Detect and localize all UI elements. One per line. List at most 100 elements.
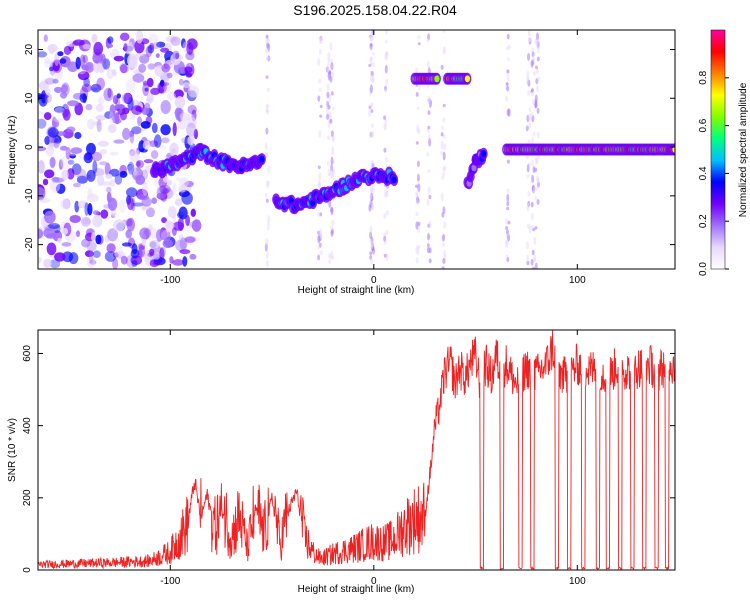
- streak-dot: [319, 114, 323, 118]
- noise-blob: [95, 114, 106, 121]
- streak-dot: [428, 194, 432, 200]
- noise-blob: [84, 202, 89, 216]
- streak-dot: [417, 42, 421, 46]
- colorbar-tick-label: 0.6: [698, 118, 709, 132]
- noise-blob: [98, 96, 104, 106]
- noise-blob: [44, 136, 50, 145]
- noise-blob: [167, 92, 177, 101]
- streak-dot: [534, 262, 538, 269]
- noise-blob: [149, 248, 155, 257]
- noise-blob: [187, 135, 195, 146]
- noise-blob: [160, 100, 171, 114]
- figure-title: S196.2025.158.04.22.R04: [293, 2, 457, 18]
- colorbar-ticks: 0.0 0.2 0.4 0.6 0.8: [698, 70, 729, 276]
- streak-dot: [531, 56, 535, 62]
- streak-dot: [330, 228, 334, 235]
- noise-blob: [132, 202, 144, 207]
- streak-dot: [417, 160, 420, 168]
- streak-dot: [329, 75, 333, 83]
- streak-dot: [370, 240, 374, 250]
- noise-blob: [136, 160, 141, 167]
- noise-blob: [38, 228, 44, 239]
- streak-dot: [532, 131, 536, 137]
- noise-blob: [148, 33, 159, 44]
- y-tick-label: 10: [24, 92, 35, 104]
- noise-blob: [54, 252, 66, 262]
- streak-dot: [441, 125, 445, 130]
- streak-dot: [441, 212, 445, 218]
- streak-dot: [328, 199, 332, 208]
- colorbar-tick-label: 0.2: [698, 214, 709, 228]
- snr-y-tick-label: 400: [22, 417, 33, 434]
- noise-blob: [38, 146, 47, 152]
- streak-dot: [265, 198, 269, 203]
- noise-blob: [174, 198, 183, 207]
- streak-dot: [440, 140, 444, 150]
- noise-blob: [43, 258, 52, 268]
- snr-frame: [37, 329, 676, 571]
- streak-dot: [427, 125, 431, 130]
- streak-dot: [443, 143, 447, 150]
- noise-blob: [156, 186, 168, 199]
- noise-blob: [52, 177, 65, 183]
- noise-blob: [109, 104, 116, 118]
- noise-blob: [129, 130, 135, 144]
- noise-blob: [72, 39, 85, 46]
- streak-dot: [267, 215, 271, 224]
- noise-blob: [39, 81, 48, 88]
- noise-blob: [122, 107, 130, 115]
- streak-dot: [531, 47, 535, 52]
- streak-dot: [383, 235, 387, 242]
- streak-dot: [385, 192, 389, 198]
- noise-blob: [119, 170, 128, 178]
- noise-blob: [104, 251, 117, 262]
- streak-dot: [265, 151, 268, 156]
- streak-dot: [383, 124, 387, 128]
- streak-dot: [371, 203, 374, 211]
- streak-dot: [329, 41, 333, 51]
- streak-dot: [384, 156, 388, 163]
- streak-dot: [531, 159, 535, 168]
- snr-x-tick-label: 100: [569, 576, 586, 587]
- noise-blob: [184, 66, 193, 73]
- streak-dot: [384, 39, 388, 44]
- noise-blob: [74, 132, 82, 139]
- noise-blob: [52, 78, 59, 84]
- noise-blob: [121, 92, 132, 104]
- noise-blob: [138, 63, 147, 73]
- noise-blob: [112, 257, 119, 269]
- noise-blob: [161, 217, 167, 224]
- streak-dot: [385, 210, 389, 216]
- noise-blob: [44, 88, 51, 95]
- snr-background: [38, 330, 675, 570]
- streak-dot: [530, 201, 534, 208]
- streak-dot: [266, 87, 270, 92]
- streak-dot: [530, 224, 534, 230]
- noise-blob: [107, 197, 118, 211]
- snr-y-tick-label: 600: [22, 345, 33, 362]
- noise-blob: [97, 53, 106, 64]
- noise-blob: [79, 54, 86, 68]
- streak-dot: [331, 219, 335, 227]
- noise-blob: [97, 174, 105, 187]
- spectrogram-drift-segment-2: [272, 166, 399, 215]
- feature-core: [471, 164, 477, 172]
- streak-dot: [531, 88, 534, 93]
- streak-dot: [530, 212, 534, 221]
- noise-blob: [113, 139, 125, 144]
- streak-dot: [415, 184, 418, 188]
- streak-dot: [507, 220, 511, 225]
- noise-blob: [149, 239, 160, 249]
- noise-blob: [193, 128, 198, 140]
- streak-dot: [384, 30, 388, 35]
- streak-dot: [416, 106, 420, 110]
- noise-blob: [39, 80, 49, 92]
- noise-blob: [159, 247, 165, 262]
- spectrogram-drift-segment-1: [150, 142, 266, 179]
- snr-series-line: [38, 330, 675, 570]
- noise-blob: [97, 140, 109, 147]
- noise-blob: [38, 118, 47, 129]
- noise-blob: [92, 121, 101, 126]
- streak-dot: [368, 63, 372, 68]
